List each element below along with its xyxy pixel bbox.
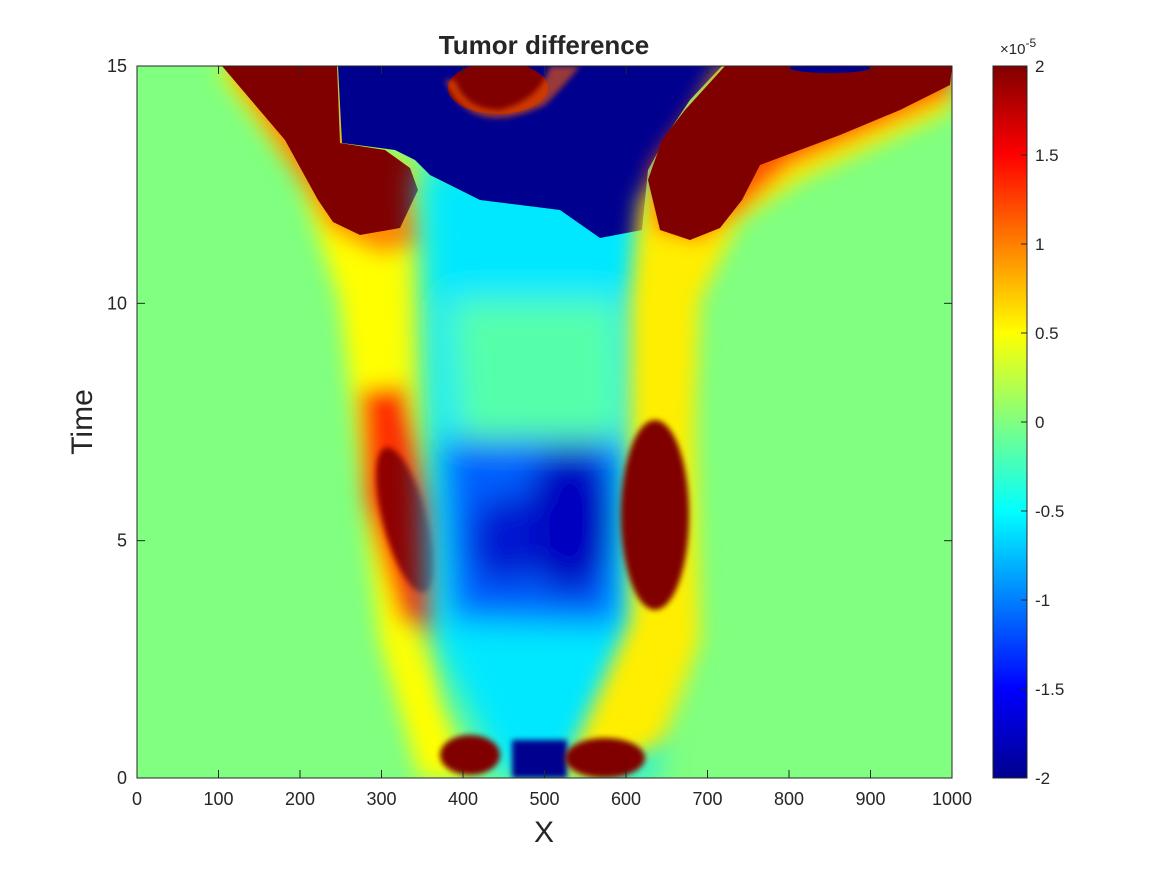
- colorbar-tick-label: 1: [1035, 235, 1044, 254]
- colorbar-tick-label: 2: [1035, 57, 1044, 76]
- colorbar-tick-label: 1.5: [1035, 146, 1059, 165]
- x-tick-label: 200: [285, 789, 315, 809]
- heatmap-bottom-core: [512, 740, 567, 778]
- x-tick-label: 600: [611, 789, 641, 809]
- colorbar-multiplier: ×10-5: [1000, 36, 1036, 58]
- heatmap-core: [420, 165, 655, 778]
- colorbar-tick-label: -0.5: [1035, 502, 1064, 521]
- heatmap-left-cap: [222, 66, 418, 235]
- x-tick-label: 100: [203, 789, 233, 809]
- x-tick-label: 300: [366, 789, 396, 809]
- x-tick-label: 900: [855, 789, 885, 809]
- colorbar-tick-label: 0: [1035, 413, 1044, 432]
- heatmap-bottom-left-blob: [440, 735, 500, 775]
- x-tick-label: 500: [529, 789, 559, 809]
- colorbar-multiplier-exponent: -5: [1025, 36, 1036, 50]
- colorbar-multiplier-base: ×10: [1000, 41, 1025, 58]
- y-tick-label: 10: [107, 293, 127, 313]
- colorbar-tick-label: -1: [1035, 591, 1050, 610]
- heatmap: [137, 66, 952, 778]
- heatmap-top-blob-rim: [445, 66, 580, 118]
- colorbar-tick-label: -1.5: [1035, 680, 1064, 699]
- x-tick-label: 0: [132, 789, 142, 809]
- colorbar-ticks: 2 1.5 1 0.5 0 -0.5 -1 -1.5 -2: [1021, 57, 1064, 788]
- heatmap-top-right-spot: [790, 66, 870, 73]
- y-axis-ticks: 0 5 10 15: [107, 56, 952, 788]
- x-tick-label: 1000: [932, 789, 972, 809]
- heatmap-right-cap: [648, 66, 952, 240]
- x-tick-label: 800: [774, 789, 804, 809]
- heatmap-top-core: [338, 66, 722, 238]
- x-axis-ticks: 0 100 200 300 400 500 600 700 800 900 1000: [132, 66, 972, 809]
- y-tick-label: 5: [117, 531, 127, 551]
- colorbar-tick-label: 0.5: [1035, 324, 1059, 343]
- colorbar-tick-label: -2: [1035, 769, 1050, 788]
- x-tick-label: 400: [448, 789, 478, 809]
- heatmap-left-blob: [376, 447, 434, 593]
- chart-title: Tumor difference: [439, 30, 649, 60]
- x-axis-label: X: [534, 816, 554, 849]
- y-tick-label: 0: [117, 768, 127, 788]
- x-tick-label: 700: [692, 789, 722, 809]
- heatmap-bottom-right-blob: [565, 738, 645, 778]
- heatmap-right-blob: [621, 420, 689, 610]
- y-axis-label: Time: [66, 389, 99, 455]
- y-tick-label: 15: [107, 56, 127, 76]
